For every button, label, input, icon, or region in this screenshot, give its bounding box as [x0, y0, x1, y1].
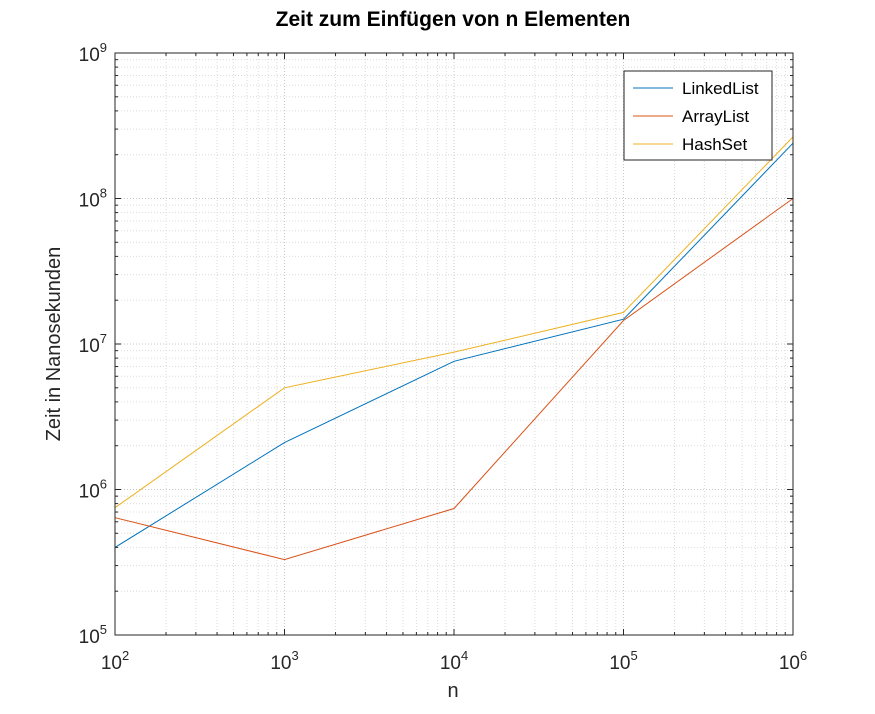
x-axis-label: n — [447, 680, 458, 702]
x-tick-label: 105 — [609, 648, 637, 674]
series-line-arraylist — [114, 198, 794, 561]
x-tick-label: 102 — [101, 648, 129, 674]
y-tick-labels: 105 106 107 108 109 — [79, 40, 107, 648]
x-tick-label: 106 — [779, 648, 807, 674]
y-tick-label: 108 — [79, 186, 107, 212]
legend-label-hashset: HashSet — [682, 135, 747, 154]
y-tick-label: 109 — [79, 40, 107, 66]
series-line-hashset — [114, 136, 794, 509]
x-tick-label: 104 — [440, 648, 468, 674]
legend: LinkedList ArrayList HashSet — [623, 70, 773, 161]
series-line-linkedlist — [114, 142, 794, 548]
y-axis-label: Zeit in Nanosekunden — [43, 247, 65, 442]
legend-label-arraylist: ArrayList — [682, 107, 749, 126]
chart-title: Zeit zum Einfügen von n Elementen — [276, 8, 631, 31]
ticks — [114, 53, 793, 636]
x-tick-labels: 102 103 104 105 106 — [101, 648, 807, 674]
y-tick-label: 105 — [79, 622, 107, 648]
series-group — [114, 136, 794, 561]
x-tick-label: 103 — [270, 648, 298, 674]
legend-label-linkedlist: LinkedList — [682, 79, 759, 98]
y-tick-label: 107 — [79, 331, 107, 357]
y-tick-label: 106 — [79, 477, 107, 503]
